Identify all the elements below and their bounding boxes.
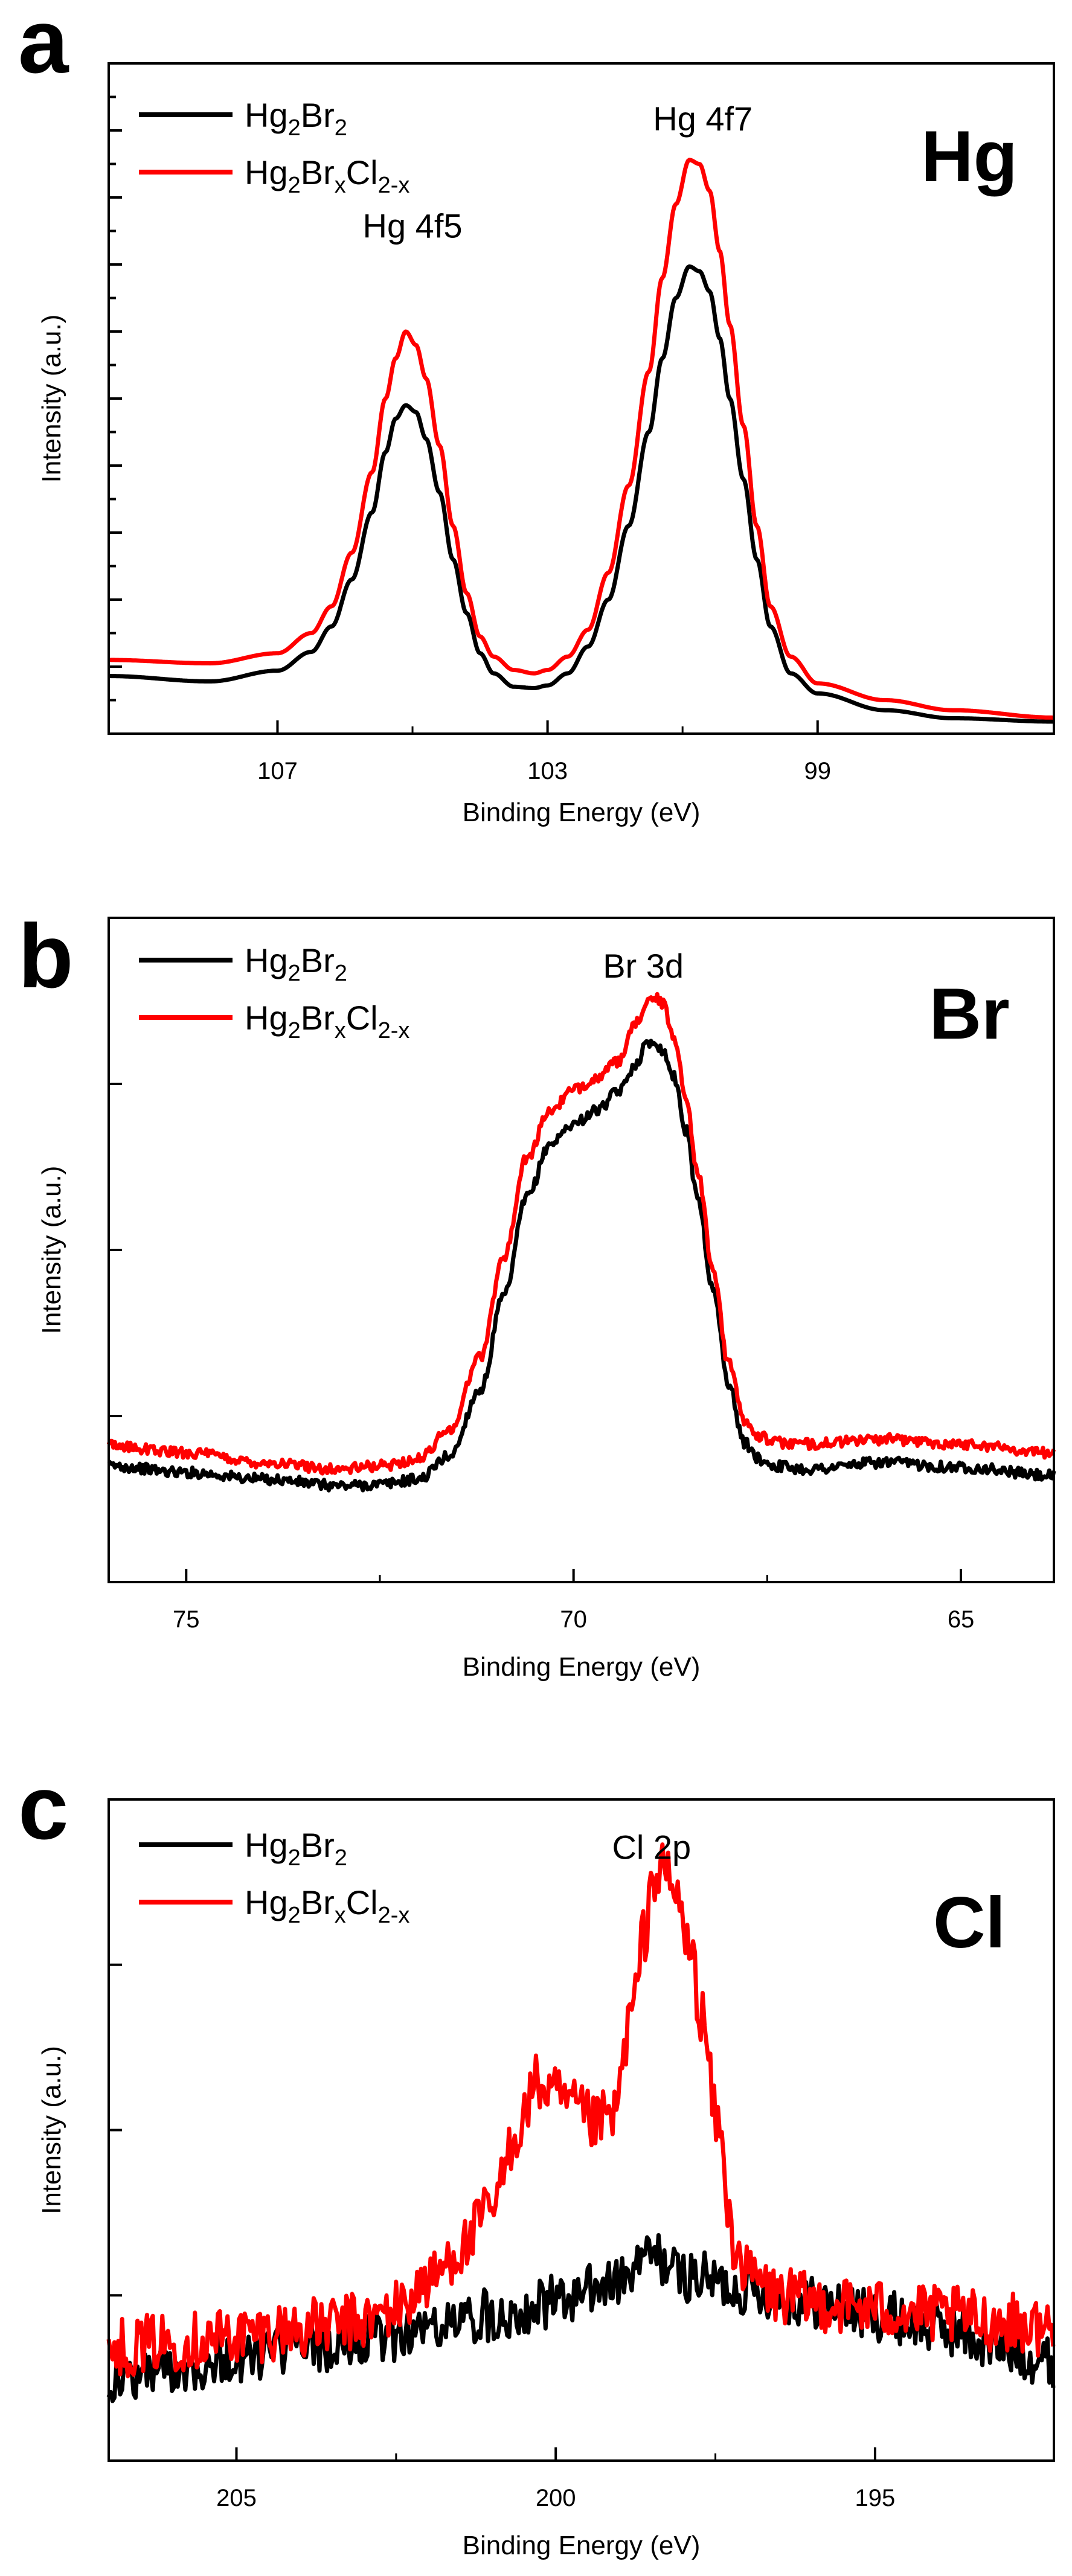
x-tick-label: 195 [855,2485,896,2511]
legend-label: Hg2BrxCl2-x [245,999,409,1043]
series-line-hg2brxcl2-x [106,1842,1056,2379]
y-axis-label: Intensity (a.u.) [37,2046,66,2214]
x-tick-label: 99 [804,758,832,784]
legend-label: Hg2BrxCl2-x [245,1883,409,1928]
element-label: Br [929,973,1009,1054]
element-label: Cl [933,1882,1006,1963]
panel-a: a 107 103 99 Binding Energy (eV) Intensity (a… [18,0,1055,827]
series-line-hg2brxcl2-x [108,158,1055,720]
panel-letter: b [18,905,74,1007]
x-tick-label: 205 [216,2485,257,2511]
x-tick-label: 70 [560,1606,587,1633]
x-axis-label: Binding Energy (eV) [463,2531,701,2560]
y-axis-label: Intensity (a.u.) [37,315,66,483]
peak-annotation: Cl 2p [612,1828,691,1866]
peak-annotation: Br 3d [603,947,684,985]
x-tick-label: 200 [536,2485,576,2511]
x-tick-label: 103 [527,758,568,784]
legend-label: Hg2Br2 [245,1826,347,1871]
panel-letter: a [18,0,69,92]
y-axis-label: Intensity (a.u.) [37,1166,66,1334]
legend-label: Hg2BrxCl2-x [245,153,409,198]
x-tick-label: 75 [173,1606,200,1633]
x-axis-label: Binding Energy (eV) [463,798,701,827]
peak-annotation: Hg 4f7 [653,100,753,138]
panel-c: c 205 200 195 Binding Energy (eV) Intensity (… [18,1757,1056,2560]
x-tick-label: 65 [948,1606,975,1633]
series-line-hg2br2 [107,1039,1056,1493]
x-tick-label: 107 [257,758,298,784]
panel-b: b 75 70 65 Binding Energy (eV) Intensity (a.u… [18,905,1056,1682]
element-label: Hg [921,116,1018,197]
x-axis-label: Binding Energy (eV) [463,1652,701,1682]
legend-label: Hg2Br2 [245,941,347,986]
legend-label: Hg2Br2 [245,96,347,141]
series-line-hg2brxcl2-x [106,992,1056,1476]
peak-annotation: Hg 4f5 [363,207,463,245]
panel-letter: c [18,1757,68,1858]
series-line-hg2br2 [108,264,1055,724]
series-line-hg2br2 [106,2233,1056,2403]
